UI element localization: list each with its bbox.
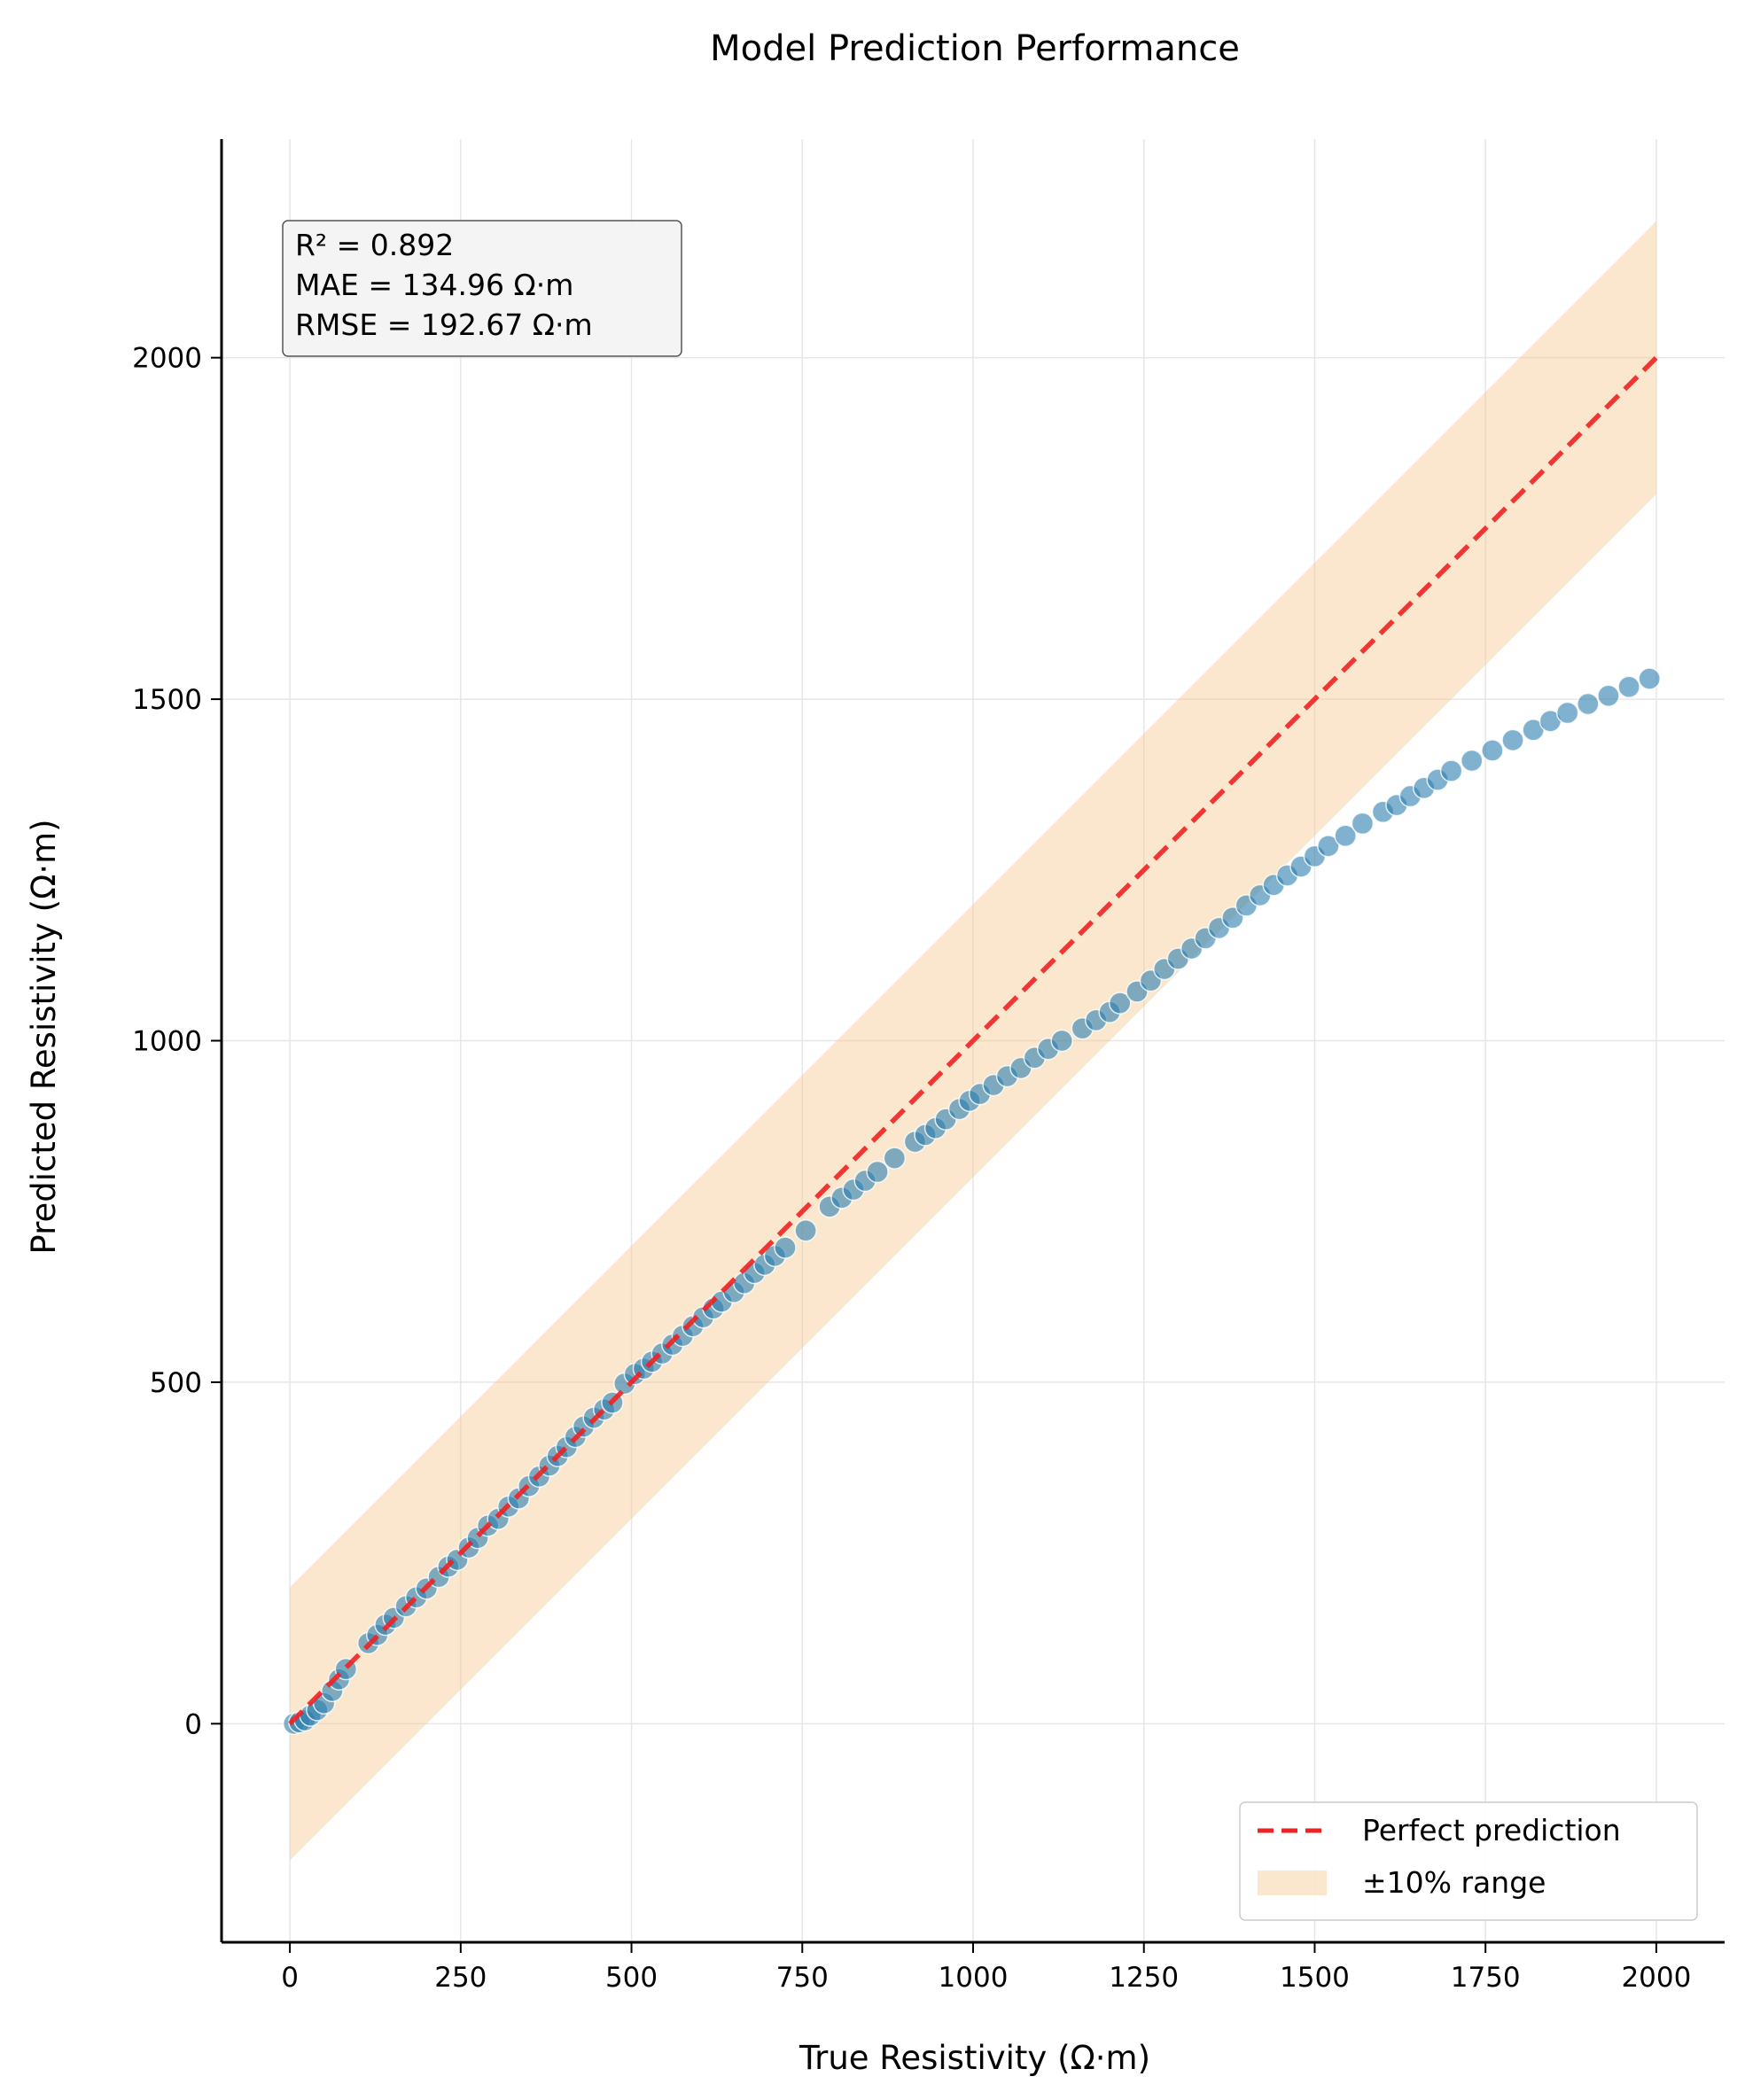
chart-title: Model Prediction Performance xyxy=(710,28,1240,69)
y-tick-label: 2000 xyxy=(132,343,202,375)
data-point xyxy=(1334,824,1357,847)
stats-box: R² = 0.892 MAE = 134.96 Ω·m RMSE = 192.6… xyxy=(282,220,682,357)
data-point xyxy=(866,1160,889,1184)
data-point xyxy=(1577,692,1600,716)
data-point xyxy=(774,1236,797,1259)
x-tick-label: 0 xyxy=(281,1962,299,1994)
scatter-points xyxy=(282,667,1661,1736)
x-tick-label: 1000 xyxy=(939,1962,1009,1994)
legend-frame xyxy=(1239,1801,1698,1921)
data-point xyxy=(1351,812,1375,836)
data-point xyxy=(1108,992,1132,1015)
x-tick-label: 250 xyxy=(434,1962,487,1994)
y-tick-label: 0 xyxy=(184,1708,202,1740)
data-point xyxy=(1481,739,1504,762)
x-tick-label: 750 xyxy=(776,1962,829,1994)
stats-box-frame xyxy=(282,220,682,357)
x-tick-label: 500 xyxy=(605,1962,658,1994)
y-axis-ticks: 0 500 1000 1500 2000 xyxy=(132,343,222,1740)
stats-r2: R² = 0.892 xyxy=(295,228,454,262)
legend-label-band: ±10% range xyxy=(1362,1865,1546,1900)
stats-rmse: RMSE = 192.67 Ω·m xyxy=(295,307,593,342)
data-point xyxy=(1617,675,1640,698)
data-point xyxy=(1317,835,1340,858)
data-point xyxy=(794,1219,817,1242)
legend-band-swatch xyxy=(1258,1871,1327,1895)
data-point xyxy=(1050,1029,1073,1053)
x-tick-label: 1750 xyxy=(1451,1962,1521,1994)
y-tick-label: 1500 xyxy=(132,684,202,716)
x-tick-label: 1500 xyxy=(1280,1962,1350,1994)
legend-label-perfect: Perfect prediction xyxy=(1362,1813,1621,1847)
stats-mae: MAE = 134.96 Ω·m xyxy=(295,268,573,302)
y-axis-label: Predicted Resistivity (Ω·m) xyxy=(25,819,63,1254)
data-point xyxy=(1461,749,1484,773)
data-point xyxy=(1501,728,1524,752)
reference-line xyxy=(288,355,1658,1726)
data-point xyxy=(1439,759,1463,782)
data-point xyxy=(1555,701,1579,725)
x-tick-label: 1250 xyxy=(1109,1962,1179,1994)
data-point xyxy=(1597,684,1620,707)
data-point xyxy=(1638,667,1661,690)
legend: Perfect prediction ±10% range xyxy=(1239,1801,1698,1921)
x-tick-label: 2000 xyxy=(1621,1962,1691,1994)
x-axis-label: True Resistivity (Ω·m) xyxy=(798,2039,1150,2077)
y-tick-label: 500 xyxy=(150,1367,202,1399)
perfect-prediction-line xyxy=(288,355,1658,1726)
data-point xyxy=(883,1147,907,1170)
x-axis-ticks: 0 250 500 750 1000 1250 1500 1750 2000 xyxy=(281,1942,1691,1994)
y-tick-label: 1000 xyxy=(132,1026,202,1058)
